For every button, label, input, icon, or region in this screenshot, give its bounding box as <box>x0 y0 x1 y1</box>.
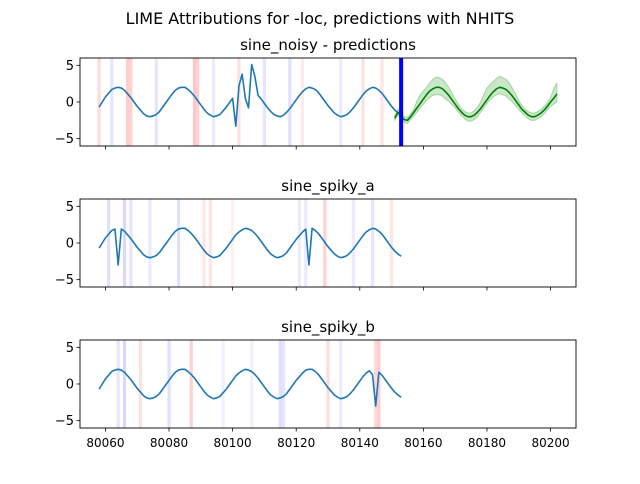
attribution-band-positive <box>97 58 101 146</box>
panel-title: sine_spiky_a <box>281 177 374 196</box>
attribution-band-positive <box>192 58 197 146</box>
attribution-band-positive <box>231 199 235 287</box>
attribution-band-negative <box>221 340 225 428</box>
x-tick-label: 80180 <box>468 436 506 450</box>
y-tick-label: 0 <box>66 96 74 111</box>
attribution-band-negative <box>110 58 114 146</box>
attribution-band-positive <box>202 199 206 287</box>
attribution-band-positive <box>129 58 133 146</box>
attribution-band-negative <box>351 199 356 287</box>
attribution-band-positive <box>380 58 384 146</box>
y-tick-label: 5 <box>66 341 74 356</box>
axes-frame <box>79 57 577 147</box>
attribution-band-negative <box>148 199 152 287</box>
attribution-band-positive <box>138 340 142 428</box>
x-tick-label: 80140 <box>341 436 379 450</box>
panel-sine-spiky-a: −5 0 5 sine_spiky_a <box>55 177 577 291</box>
series-line <box>98 227 402 266</box>
prediction-line <box>394 86 558 122</box>
plot-area <box>98 340 402 428</box>
x-tick-label: 80160 <box>404 436 442 450</box>
y-tick-label: 5 <box>66 200 74 215</box>
plot-area <box>98 199 402 287</box>
attribution-band-negative <box>262 58 266 146</box>
y-tick-label: 0 <box>66 237 74 252</box>
axes-frame <box>79 198 577 288</box>
x-tick-label: 80100 <box>214 436 252 450</box>
attribution-band-negative <box>154 58 158 146</box>
attribution-band-positive <box>189 340 193 428</box>
attribution-band-negative <box>116 340 120 428</box>
y-tick-label: 5 <box>66 59 74 74</box>
attribution-band-positive <box>361 58 365 146</box>
attribution-band-negative <box>107 199 111 287</box>
attribution-band-positive <box>196 58 200 146</box>
attribution-band-negative <box>122 199 127 287</box>
y-tick-label: −5 <box>55 273 74 288</box>
attribution-band-negative <box>297 199 301 287</box>
attribution-band-negative <box>288 58 292 146</box>
attribution-band-negative <box>281 340 286 428</box>
x-tick-label: 80200 <box>531 436 569 450</box>
attribution-band-negative <box>370 199 375 287</box>
attribution-band-negative <box>339 58 343 146</box>
x-tick-label: 80120 <box>277 436 315 450</box>
attribution-band-positive <box>377 340 381 428</box>
attribution-band-positive <box>208 199 212 287</box>
panel-title: sine_spiky_b <box>281 318 375 337</box>
plot-area <box>97 58 558 146</box>
y-tick-label: −5 <box>55 132 74 147</box>
attribution-band-negative <box>129 199 133 287</box>
panel-sine-noisy: −5 0 5 sine_noisy - predictions <box>55 36 577 150</box>
y-tick-label: −5 <box>55 414 74 429</box>
y-tick-label: 0 <box>66 378 74 393</box>
attribution-band-positive <box>126 58 130 146</box>
attribution-band-positive <box>390 199 394 287</box>
attribution-band-negative <box>250 340 254 428</box>
x-tick-label: 80060 <box>86 436 124 450</box>
series-line <box>98 368 402 407</box>
attribution-band-positive <box>374 340 378 428</box>
x-tick-label: 80080 <box>150 436 188 450</box>
attribution-band-negative <box>304 199 308 287</box>
panel-title: sine_noisy - predictions <box>240 36 416 55</box>
attribution-band-negative <box>122 340 127 428</box>
attribution-band-negative <box>176 199 181 287</box>
panel-sine-spiky-b: −5 0 5 80060 80080 80100 80120 80140 80160 80180 8… <box>55 318 577 450</box>
series-line <box>98 63 402 127</box>
attribution-band-negative <box>167 340 171 428</box>
figure-suptitle: LIME Attributions for -loc, predictions … <box>126 9 515 28</box>
attribution-band-positive <box>326 340 330 428</box>
attribution-band-negative <box>211 58 216 146</box>
attribution-band-negative <box>278 340 282 428</box>
attribution-band-positive <box>300 58 305 146</box>
attribution-band-negative <box>339 340 343 428</box>
attribution-band-positive <box>237 58 241 146</box>
